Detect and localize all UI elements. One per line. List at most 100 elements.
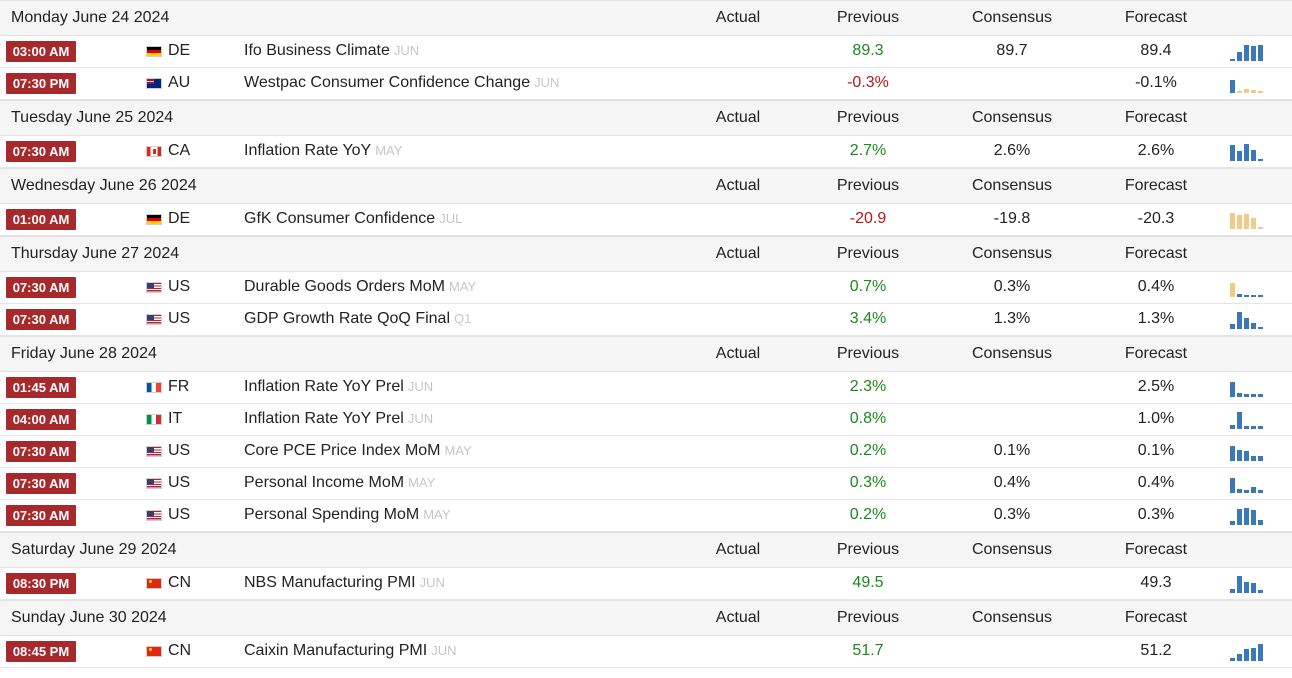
sparkline-bar (1237, 52, 1242, 61)
event-link[interactable]: Personal Income MoM MAY (244, 474, 435, 492)
sparkline-bar (1251, 394, 1256, 397)
event-row[interactable]: 07:30 AM US Personal Income MoM MAY 0.3% 0.4%… (0, 468, 1292, 500)
time-badge: 03:00 AM (6, 41, 76, 62)
consensus-value: 89.7 (996, 42, 1028, 59)
event-name[interactable]: GDP Growth Rate QoQ Final (244, 310, 450, 327)
event-row[interactable]: 08:45 PM CN Caixin Manufacturing PMI JUN 51.… (0, 636, 1292, 668)
event-row[interactable]: 01:45 AM FR Inflation Rate YoY Prel JUN 2.3%… (0, 372, 1292, 404)
event-link[interactable]: Durable Goods Orders MoM MAY (244, 278, 476, 296)
sparkline-chart[interactable] (1230, 279, 1264, 297)
event-link[interactable]: NBS Manufacturing PMI JUN (244, 574, 445, 592)
time-badge: 01:00 AM (6, 209, 76, 230)
event-name[interactable]: Westpac Consumer Confidence Change (244, 74, 531, 91)
column-header-actual: Actual (715, 109, 761, 126)
column-header-forecast: Forecast (1124, 9, 1188, 26)
sparkline-chart[interactable] (1230, 575, 1264, 593)
time-badge: 07:30 AM (6, 141, 76, 162)
sparkline-bar (1237, 393, 1242, 397)
event-row[interactable]: 03:00 AM DE Ifo Business Climate JUN 89.3 89.… (0, 36, 1292, 68)
sparkline-bar (1258, 159, 1263, 161)
country-code: CN (168, 642, 192, 659)
sparkline-chart[interactable] (1230, 311, 1264, 329)
sparkline-chart[interactable] (1230, 211, 1264, 229)
event-link[interactable]: Inflation Rate YoY MAY (244, 142, 402, 160)
sparkline-chart[interactable] (1230, 443, 1264, 461)
flag-icon (146, 478, 162, 489)
event-link[interactable]: Westpac Consumer Confidence Change JUN (244, 74, 559, 92)
forecast-value: 1.0% (1137, 410, 1175, 427)
event-link[interactable]: Ifo Business Climate JUN (244, 42, 419, 60)
country-code: AU (168, 74, 191, 91)
event-name[interactable]: Inflation Rate YoY Prel (244, 378, 404, 395)
event-name[interactable]: Durable Goods Orders MoM (244, 278, 445, 295)
country-code: US (168, 278, 191, 295)
event-name[interactable]: Personal Spending MoM (244, 506, 420, 523)
column-header-previous: Previous (836, 177, 900, 194)
event-name[interactable]: NBS Manufacturing PMI (244, 574, 416, 591)
event-name[interactable]: Caixin Manufacturing PMI (244, 642, 428, 659)
column-header-actual: Actual (715, 541, 761, 558)
sparkline-bar (1258, 394, 1263, 397)
previous-value: 2.7% (849, 142, 887, 159)
sparkline-bar (1230, 589, 1235, 593)
event-name[interactable]: Inflation Rate YoY Prel (244, 410, 404, 427)
flag-icon (146, 146, 162, 157)
event-name[interactable]: Ifo Business Climate (244, 42, 390, 59)
previous-value: 49.5 (852, 574, 884, 591)
sparkline-chart[interactable] (1230, 143, 1264, 161)
event-link[interactable]: Inflation Rate YoY Prel JUN (244, 378, 433, 396)
previous-value: 0.2% (849, 442, 887, 459)
sparkline-bar (1237, 151, 1242, 161)
day-label: Monday June 24 2024 (11, 9, 170, 26)
event-row[interactable]: 07:30 PM AU Westpac Consumer Confidence Ch… (0, 68, 1292, 100)
event-name[interactable]: Core PCE Price Index MoM (244, 442, 441, 459)
event-row[interactable]: 07:30 AM US GDP Growth Rate QoQ Final Q1 3.4… (0, 304, 1292, 336)
event-link[interactable]: GfK Consumer Confidence JUL (244, 210, 462, 228)
sparkline-chart[interactable] (1230, 379, 1264, 397)
sparkline-bar (1251, 583, 1256, 593)
sparkline-chart[interactable] (1230, 507, 1264, 525)
sparkline-bar (1237, 312, 1242, 329)
event-link[interactable]: Core PCE Price Index MoM MAY (244, 442, 472, 460)
sparkline-bar (1244, 45, 1249, 61)
event-row[interactable]: 07:30 AM US Core PCE Price Index MoM MAY 0.2… (0, 436, 1292, 468)
column-header-previous: Previous (836, 245, 900, 262)
sparkline-bar (1258, 456, 1263, 461)
country-code: US (168, 310, 191, 327)
previous-value: 0.2% (849, 506, 887, 523)
sparkline-chart[interactable] (1230, 411, 1264, 429)
event-link[interactable]: Caixin Manufacturing PMI JUN (244, 642, 456, 660)
event-link[interactable]: GDP Growth Rate QoQ Final Q1 (244, 310, 471, 328)
event-row[interactable]: 01:00 AM DE GfK Consumer Confidence JUL -20.… (0, 204, 1292, 236)
column-header-previous: Previous (836, 109, 900, 126)
event-link[interactable]: Inflation Rate YoY Prel JUN (244, 410, 433, 428)
reference-period: JUN (431, 643, 457, 658)
forecast-value: 0.4% (1137, 474, 1175, 491)
sparkline-chart[interactable] (1230, 43, 1264, 61)
event-row[interactable]: 08:30 PM CN NBS Manufacturing PMI JUN 49.5 49… (0, 568, 1292, 600)
event-row[interactable]: 07:30 AM US Personal Spending MoM MAY 0.2% 0.… (0, 500, 1292, 532)
forecast-value: -20.3 (1137, 210, 1175, 227)
sparkline-bar (1258, 295, 1263, 297)
sparkline-bar (1237, 654, 1242, 661)
sparkline-bar (1230, 80, 1235, 93)
previous-value: 3.4% (849, 310, 887, 327)
event-row[interactable]: 07:30 AM CA Inflation Rate YoY MAY 2.7% 2.6% 2… (0, 136, 1292, 168)
flag-icon (146, 282, 162, 293)
sparkline-chart[interactable] (1230, 475, 1264, 493)
event-name[interactable]: GfK Consumer Confidence (244, 210, 436, 227)
country-code: US (168, 442, 191, 459)
time-badge: 08:30 PM (6, 573, 76, 594)
event-link[interactable]: Personal Spending MoM MAY (244, 506, 450, 524)
sparkline-bar (1251, 487, 1256, 493)
sparkline-bar (1244, 582, 1249, 593)
event-row[interactable]: 07:30 AM US Durable Goods Orders MoM MAY 0.7… (0, 272, 1292, 304)
event-name[interactable]: Inflation Rate YoY (244, 142, 372, 159)
event-row[interactable]: 04:00 AM IT Inflation Rate YoY Prel JUN 0.8%… (0, 404, 1292, 436)
sparkline-bar (1237, 576, 1242, 593)
sparkline-bar (1251, 426, 1256, 429)
sparkline-chart[interactable] (1230, 643, 1264, 661)
event-name[interactable]: Personal Income MoM (244, 474, 405, 491)
sparkline-chart[interactable] (1230, 75, 1264, 93)
time-badge: 01:45 AM (6, 377, 76, 398)
